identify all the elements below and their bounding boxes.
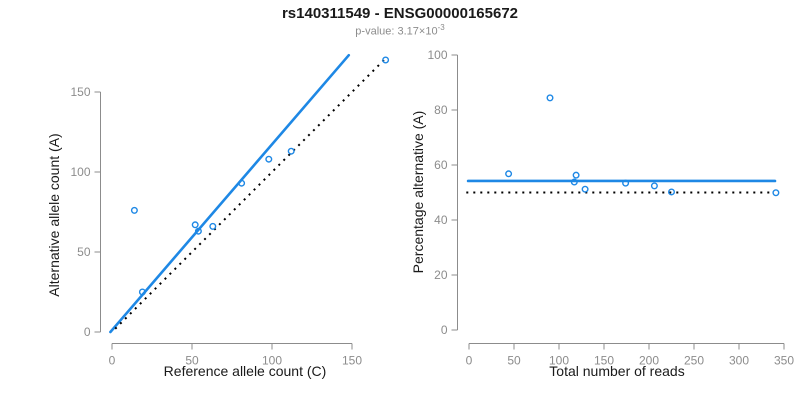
x-tick-label: 150 [594,354,614,368]
data-point [287,147,295,155]
data-point [772,189,780,197]
y-tick-label: 0 [84,325,91,339]
y-tick-label: 50 [77,245,91,259]
y-tick-label: 100 [70,165,90,179]
subtitle-exponent: -3 [437,23,445,32]
right-x-axis-label: Total number of reads [549,363,685,379]
left-y-axis-label: Alternative allele count (A) [46,133,62,297]
data-point [130,206,138,214]
x-tick-label: 350 [774,354,794,368]
data-point [546,94,554,102]
subtitle-pvalue-text: p-value: 3.17×10 [355,25,438,38]
data-point [191,221,199,229]
x-tick-label: 150 [342,354,362,368]
y-tick-label: 40 [434,213,448,227]
data-point [138,288,146,296]
y-tick-label: 100 [427,48,447,62]
data-point [382,56,390,64]
x-tick-label: 50 [507,354,521,368]
data-point [238,179,246,187]
x-tick-label: 100 [549,354,569,368]
page-subtitle: p-value: 3.17×10-3 [0,23,800,38]
data-point [622,179,630,187]
data-point [650,182,658,190]
identity-line [114,59,385,330]
y-tick-label: 80 [434,103,448,117]
x-tick-label: 0 [466,354,473,368]
page-title: rs140311549 - ENSG00000165672 [281,5,519,22]
y-tick-label: 0 [441,323,448,337]
data-point [209,222,217,230]
x-tick-label: 0 [109,354,116,368]
x-tick-label: 100 [262,354,282,368]
y-tick-label: 20 [434,268,448,282]
y-tick-label: 60 [434,158,448,172]
right-y-axis-label: Percentage alternative (A) [410,110,426,274]
x-tick-label: 50 [185,354,199,368]
regression-line [109,53,351,334]
x-tick-label: 200 [639,354,659,368]
data-point [581,185,589,193]
data-point [572,171,580,179]
y-tick-label: 150 [70,85,90,99]
x-tick-label: 300 [729,354,749,368]
data-point [265,155,273,163]
left-x-axis-label: Reference allele count (C) [163,363,327,379]
data-point [668,188,676,196]
data-point [194,227,202,235]
data-point [505,170,513,178]
x-tick-label: 250 [684,354,704,368]
data-point [570,178,578,186]
